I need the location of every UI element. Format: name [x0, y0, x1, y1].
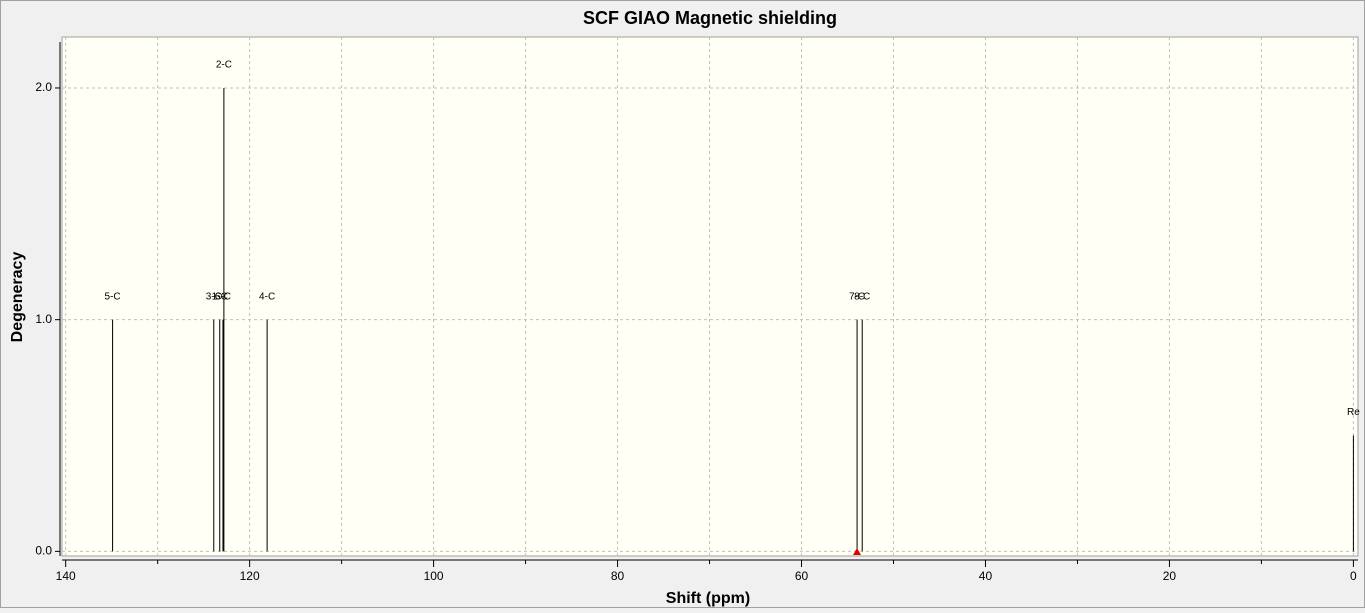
cursor-marker [853, 548, 861, 555]
stick-label: 6-C [215, 291, 231, 302]
stick-label: 2-C [216, 60, 232, 71]
y-tick-label: 0.0 [35, 544, 52, 558]
stick-label: Re [1347, 407, 1360, 418]
x-tick-label: 140 [56, 569, 76, 583]
x-tick-label: 20 [1163, 569, 1177, 583]
x-tick-label: 120 [240, 569, 260, 583]
y-axis-label: Degeneracy [9, 252, 26, 343]
y-tick-label: 2.0 [35, 80, 52, 94]
stick-label: 1-C [212, 291, 228, 302]
stick-label: 8-C [854, 291, 870, 302]
x-tick-label: 40 [979, 569, 993, 583]
chart-title: SCF GIAO Magnetic shielding [583, 8, 837, 28]
x-tick-label: 100 [424, 569, 444, 583]
x-axis-label: Shift (ppm) [666, 590, 750, 607]
x-tick-label: 80 [611, 569, 625, 583]
stick-label: 5-C [105, 291, 121, 302]
stick-label: 4-C [259, 291, 275, 302]
stick-label: 3-C [206, 291, 222, 302]
stick-label: 7-C [849, 291, 865, 302]
x-tick-label: 0 [1350, 569, 1357, 583]
x-tick-label: 60 [795, 569, 809, 583]
y-tick-label: 1.0 [35, 312, 52, 326]
